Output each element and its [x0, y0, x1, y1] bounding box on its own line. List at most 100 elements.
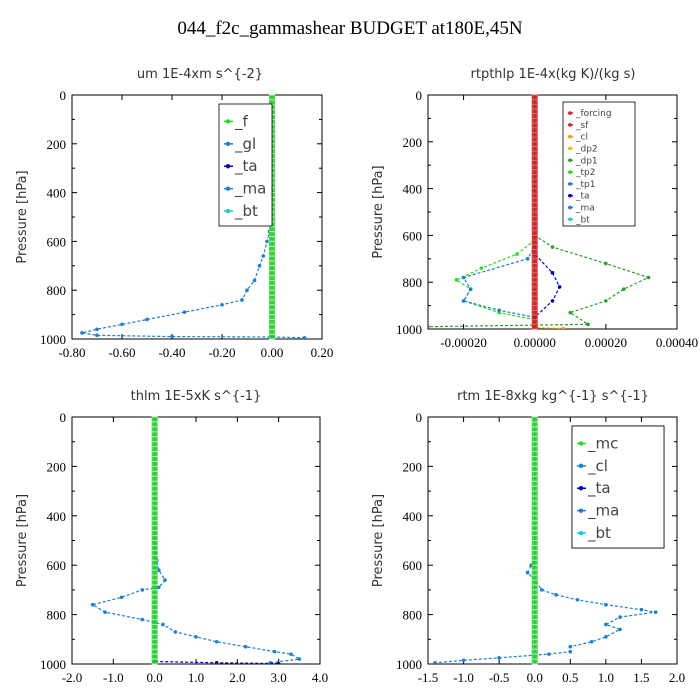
- series-point: [589, 639, 594, 644]
- series-point: [194, 635, 198, 639]
- legend-label: _gl: [234, 135, 256, 154]
- series-point: [547, 652, 551, 656]
- legend-marker: [225, 141, 231, 147]
- series-point: [119, 595, 124, 600]
- legend-marker: [568, 111, 572, 115]
- series-point: [272, 649, 277, 654]
- x-tick-label: -0.80: [58, 345, 85, 360]
- series-point: [145, 317, 149, 322]
- legend-marker: [225, 119, 231, 124]
- series-point: [157, 568, 161, 572]
- y-tick-label: 400: [47, 186, 67, 201]
- figure-title: 044_f2c_gammashear BUDGET at180E,45N: [177, 18, 523, 39]
- series-point: [479, 266, 484, 270]
- y-tick-label: 800: [403, 275, 423, 290]
- legend-marker: [568, 193, 572, 198]
- x-tick-label: 0.0: [147, 670, 163, 685]
- legend-label: _cl: [575, 133, 588, 143]
- y-tick-label: 400: [403, 509, 423, 524]
- plot-frame: [71, 416, 321, 665]
- series-line-ta: [534, 95, 561, 318]
- legend-marker: [568, 205, 572, 210]
- series-point: [261, 254, 266, 258]
- legend-label: _tp2: [575, 168, 595, 178]
- series-point: [240, 298, 244, 302]
- x-tick-label: -1.0: [453, 670, 474, 685]
- series-point: [289, 652, 293, 656]
- x-tick-label: 3.0: [271, 670, 287, 685]
- x-tick-label: 0.00000: [514, 335, 556, 350]
- series-point: [161, 622, 165, 627]
- panel-title: rtpthlp 1E-4x(kg K)/(kg s): [471, 67, 636, 82]
- series-point: [214, 660, 219, 664]
- series-point: [461, 658, 466, 663]
- x-tick-label: -0.5: [489, 670, 510, 685]
- series-point: [550, 271, 555, 275]
- series-line-ta: [154, 417, 279, 664]
- series-point: [586, 322, 590, 327]
- series-point: [639, 607, 644, 612]
- legend-marker: [568, 217, 572, 222]
- series-point: [653, 610, 658, 614]
- series-point: [95, 327, 99, 332]
- y-tick-label: 1000: [40, 657, 66, 672]
- legend: _f _gl _ta _ma _bt: [218, 103, 273, 227]
- series-point: [170, 334, 174, 339]
- legend-marker: [578, 463, 584, 469]
- legend-label: _cl: [587, 457, 608, 476]
- series-point: [157, 585, 161, 590]
- legend-label: _ma: [234, 180, 266, 199]
- legend-label: _ta: [575, 192, 590, 202]
- y-axis-label: Pressure [hPa]: [15, 170, 30, 263]
- series-point: [302, 335, 307, 339]
- y-tick-label: 400: [403, 182, 423, 197]
- series-point: [497, 656, 501, 660]
- series-point: [214, 639, 219, 644]
- x-tick-label: -2.0: [62, 670, 83, 685]
- legend-label: _bt: [587, 524, 611, 543]
- legend: _forcing _sf _cl_dp2 _dp1 _tp2 _tp1 _ta_ma _bt: [562, 101, 636, 227]
- y-axis-label: Pressure [hPa]: [15, 494, 30, 587]
- legend-label: _ma: [575, 203, 595, 213]
- series-point: [554, 593, 558, 597]
- legend-label: _f: [234, 112, 249, 131]
- series-point: [257, 264, 262, 268]
- x-tick-label: 0.00020: [585, 335, 627, 350]
- x-tick-label: -0.60: [108, 345, 135, 360]
- y-tick-label: 200: [403, 459, 423, 474]
- legend-marker: [578, 441, 584, 446]
- series-point: [568, 310, 573, 315]
- series-point: [173, 630, 178, 634]
- series-point: [568, 649, 573, 654]
- y-tick-label: 0: [60, 410, 67, 425]
- x-tick-label: 0.20: [311, 345, 334, 360]
- series-point: [604, 635, 608, 639]
- x-tick-label: -0.00020: [440, 335, 487, 350]
- series-point: [621, 287, 626, 292]
- legend-label: _ma: [587, 502, 619, 521]
- x-tick-label: 0.00040: [656, 335, 698, 350]
- x-tick-label: 0.5: [562, 670, 578, 685]
- x-tick-label: -1.0: [103, 670, 124, 685]
- legend-label: _mc: [587, 434, 618, 453]
- y-tick-label: 800: [47, 283, 67, 298]
- series-point: [140, 617, 145, 622]
- legend-box: [571, 425, 665, 549]
- legend-marker: [225, 208, 231, 214]
- legend: _mc _cl _ta _ma _bt: [571, 425, 665, 549]
- y-tick-label: 800: [47, 608, 67, 623]
- series-point: [140, 588, 145, 592]
- y-tick-label: 0: [416, 410, 423, 425]
- series-point: [575, 597, 580, 602]
- legend-label: _forcing: [575, 109, 612, 119]
- x-tick-label: -0.40: [158, 345, 185, 360]
- series-point: [618, 627, 622, 632]
- legend-marker: [568, 170, 572, 174]
- series-point: [604, 261, 608, 266]
- legend-label: _ta: [587, 479, 611, 498]
- series-point: [604, 299, 608, 303]
- series-point: [461, 275, 466, 280]
- legend-marker: [578, 486, 584, 491]
- series-line-tp1: [462, 95, 536, 318]
